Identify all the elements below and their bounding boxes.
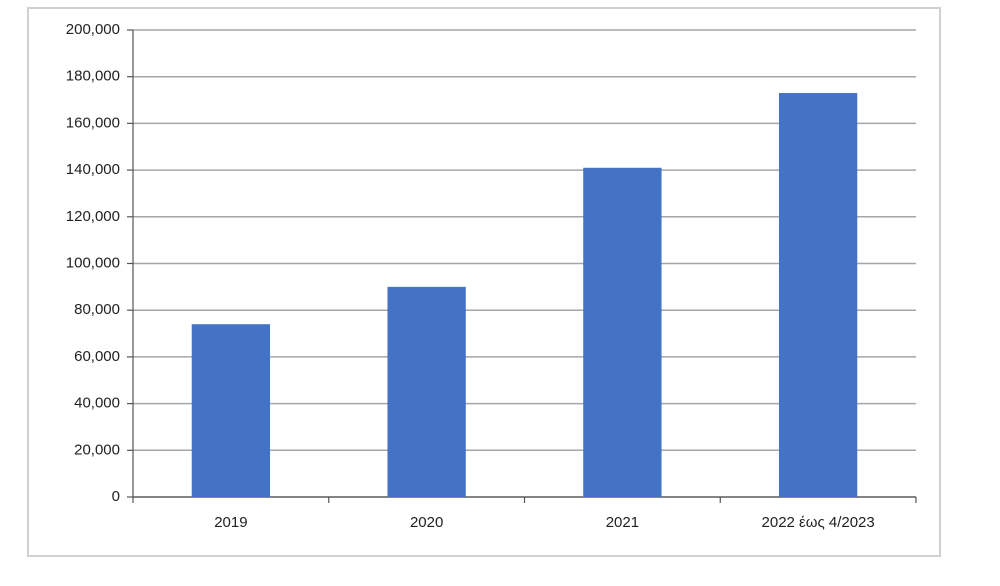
x-tick-label: 2019 bbox=[214, 514, 247, 531]
y-tick-label: 140,000 bbox=[66, 161, 120, 178]
y-tick-label: 40,000 bbox=[74, 395, 120, 412]
y-tick-label: 80,000 bbox=[74, 301, 120, 318]
bar bbox=[387, 286, 466, 497]
bar bbox=[583, 167, 662, 497]
y-tick-label: 160,000 bbox=[66, 114, 120, 131]
x-tick-label: 2021 bbox=[606, 514, 639, 531]
y-tick-label: 20,000 bbox=[74, 441, 120, 458]
x-tick-label: 2022 έως 4/2023 bbox=[762, 514, 875, 531]
y-tick-label: 0 bbox=[112, 488, 120, 505]
y-tick-label: 180,000 bbox=[66, 68, 120, 85]
y-tick-label: 120,000 bbox=[66, 208, 120, 225]
y-tick-label: 100,000 bbox=[66, 254, 120, 271]
bar bbox=[778, 93, 858, 498]
bar bbox=[191, 324, 271, 497]
y-tick-label: 200,000 bbox=[66, 21, 120, 38]
x-tick-label: 2020 bbox=[410, 514, 443, 531]
y-tick-label: 60,000 bbox=[74, 348, 120, 365]
